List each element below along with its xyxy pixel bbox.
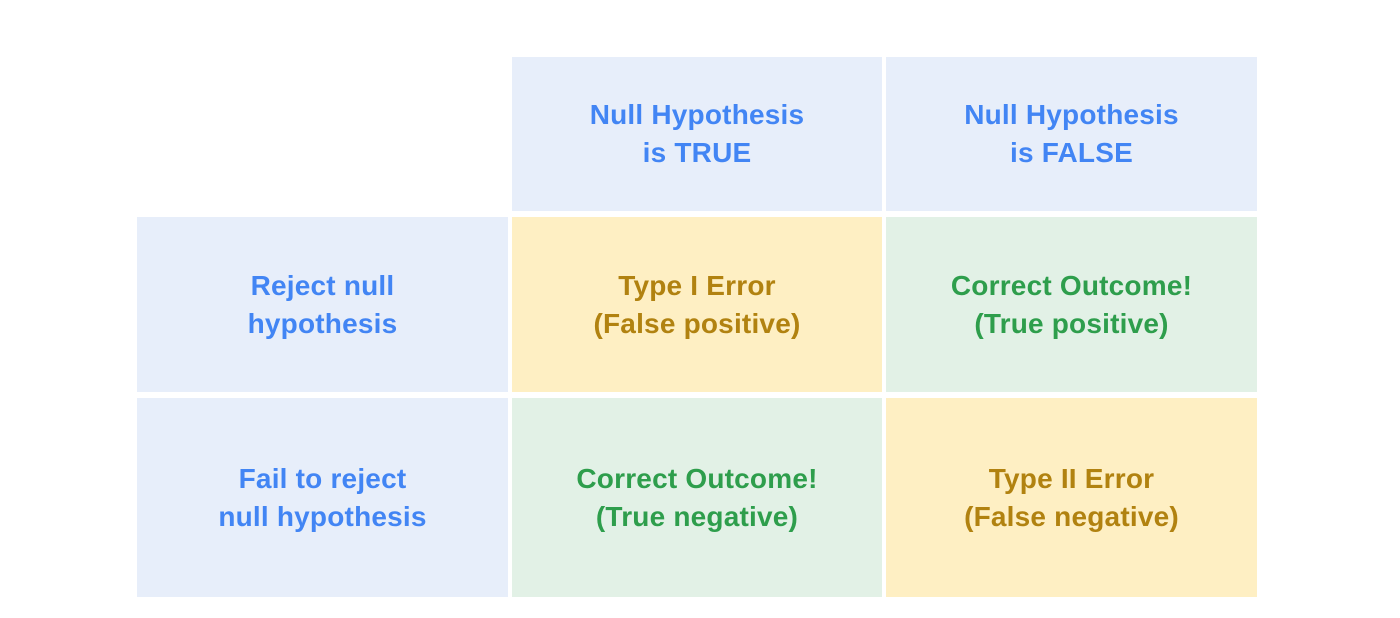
row-header-line-1: Reject null	[250, 269, 395, 301]
row-header-fail-to-reject: Fail to reject null hypothesis	[137, 398, 508, 597]
column-header-line-2: is TRUE	[642, 137, 752, 168]
cell-type-2-error: Type II Error (False negative)	[886, 398, 1257, 597]
cell-true-positive: Correct Outcome! (True positive)	[886, 217, 1257, 392]
row-header-reject-null: Reject null hypothesis	[137, 217, 508, 392]
cell-title: Correct Outcome!	[576, 462, 818, 494]
hypothesis-outcome-grid: Null Hypothesis is TRUE Null Hypothesis …	[137, 57, 1257, 597]
row-header-line-1: Fail to reject	[238, 462, 407, 494]
column-header-line-2: is FALSE	[1010, 137, 1133, 168]
cell-subtitle: (False positive)	[593, 307, 801, 339]
cell-true-negative: Correct Outcome! (True negative)	[512, 398, 882, 597]
cell-subtitle: (False negative)	[964, 500, 1179, 532]
cell-title: Correct Outcome!	[950, 269, 1193, 301]
cell-title: Type II Error	[988, 462, 1155, 494]
empty-corner-cell	[137, 57, 508, 211]
cell-title: Type I Error	[618, 269, 776, 301]
column-header-null-false: Null Hypothesis is FALSE	[886, 57, 1257, 211]
column-header-null-true: Null Hypothesis is TRUE	[512, 57, 882, 211]
column-header-line-1: Null Hypothesis	[589, 99, 805, 130]
row-header-line-2: null hypothesis	[218, 500, 427, 532]
cell-type-1-error: Type I Error (False positive)	[512, 217, 882, 392]
cell-subtitle: (True negative)	[595, 500, 799, 532]
column-header-line-1: Null Hypothesis	[964, 99, 1179, 130]
cell-subtitle: (True positive)	[974, 307, 1169, 339]
row-header-line-2: hypothesis	[247, 307, 398, 339]
